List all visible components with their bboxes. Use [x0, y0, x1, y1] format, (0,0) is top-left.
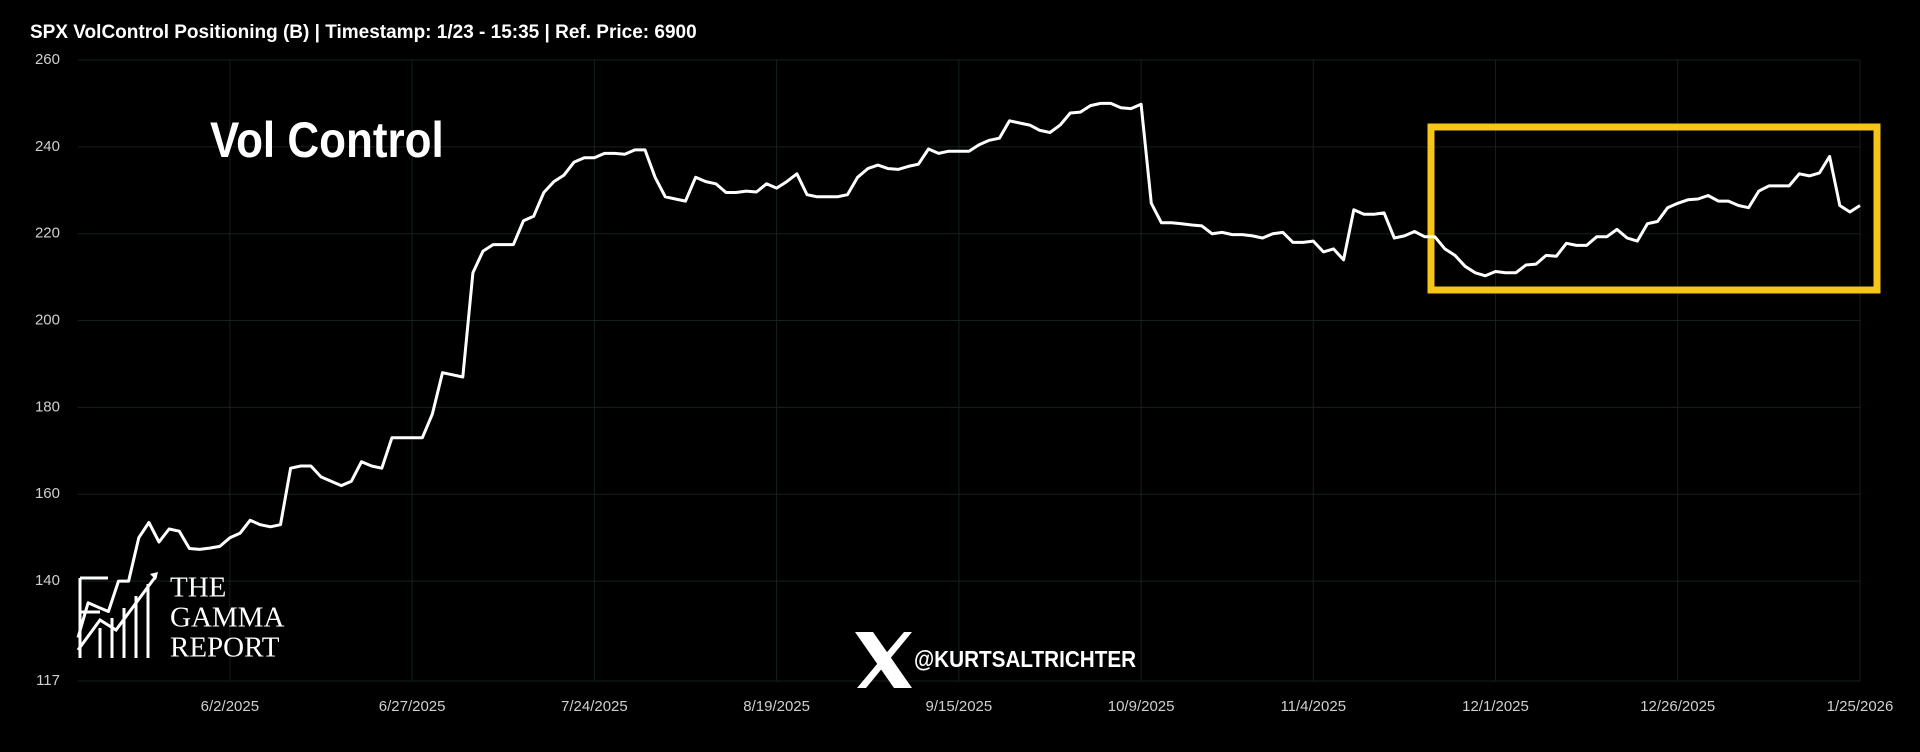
y-tick-label: 220: [35, 225, 60, 242]
x-tick-label: 8/19/2025: [743, 698, 810, 715]
y-tick-label: 260: [35, 51, 60, 68]
handle: @KURTSALTRICHTER: [914, 646, 1136, 672]
logo-arrow: [76, 575, 158, 651]
x-tick-label: 12/26/2025: [1640, 698, 1715, 715]
logo: THE GAMMA REPORT: [76, 572, 284, 664]
grid: [78, 59, 1861, 682]
x-tick-label: 11/4/2025: [1280, 698, 1346, 715]
y-tick-label: 200: [35, 312, 60, 329]
x-tick-label: 9/15/2025: [926, 698, 993, 715]
y-tick-label: 117: [36, 672, 60, 689]
x-logo-stroke: [857, 632, 912, 688]
logo-text: THE: [170, 572, 226, 604]
highlight-box: [1427, 123, 1881, 294]
annotation: Vol Control: [210, 112, 444, 168]
x-tick-label: 12/1/2025: [1462, 698, 1529, 715]
logo-text: REPORT: [170, 632, 280, 664]
x-logo: [855, 632, 912, 688]
x-tick-label: 6/27/2025: [379, 698, 446, 715]
logo-mark: [78, 576, 150, 658]
y-tick-label: 180: [35, 398, 60, 415]
y-tick-label: 140: [35, 572, 60, 589]
series-line: [76, 101, 1861, 639]
y-tick-label: 240: [35, 138, 60, 155]
x-tick-label: 7/24/2025: [561, 698, 628, 715]
x-tick-label: 1/25/2026: [1827, 698, 1894, 715]
logo-arrowhead: [150, 572, 158, 580]
x-tick-label: 10/9/2025: [1108, 698, 1175, 715]
chart-title: SPX VolControl Positioning (B) | Timesta…: [30, 22, 697, 43]
y-tick-label: 160: [35, 485, 60, 502]
x-tick-label: 6/2/2025: [201, 698, 259, 715]
logo-text: GAMMA: [170, 602, 284, 634]
